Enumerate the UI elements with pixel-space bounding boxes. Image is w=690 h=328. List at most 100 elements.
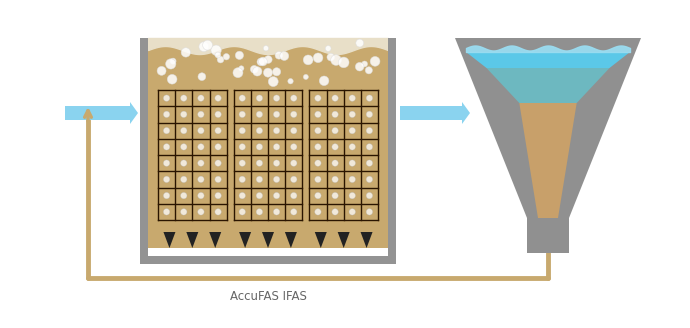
Circle shape bbox=[239, 127, 246, 134]
Polygon shape bbox=[466, 52, 630, 68]
Circle shape bbox=[215, 127, 221, 134]
Circle shape bbox=[349, 160, 355, 166]
Circle shape bbox=[290, 144, 297, 150]
Polygon shape bbox=[400, 102, 470, 124]
Polygon shape bbox=[315, 232, 327, 248]
Circle shape bbox=[315, 127, 321, 134]
Circle shape bbox=[181, 193, 187, 199]
Circle shape bbox=[198, 73, 206, 81]
Circle shape bbox=[239, 111, 246, 117]
Circle shape bbox=[303, 55, 313, 65]
Circle shape bbox=[198, 111, 204, 117]
Polygon shape bbox=[520, 103, 577, 218]
Circle shape bbox=[370, 56, 380, 66]
Circle shape bbox=[164, 160, 170, 166]
Text: AccuFAS IFAS: AccuFAS IFAS bbox=[230, 290, 306, 302]
Circle shape bbox=[313, 53, 323, 63]
Circle shape bbox=[366, 95, 373, 101]
Polygon shape bbox=[148, 38, 388, 248]
Circle shape bbox=[365, 67, 373, 74]
Circle shape bbox=[315, 176, 321, 183]
Circle shape bbox=[198, 193, 204, 199]
Circle shape bbox=[256, 176, 263, 183]
Circle shape bbox=[332, 193, 338, 199]
Circle shape bbox=[273, 68, 281, 76]
Circle shape bbox=[366, 144, 373, 150]
Circle shape bbox=[167, 74, 177, 84]
Circle shape bbox=[215, 95, 221, 101]
Circle shape bbox=[319, 76, 329, 86]
Polygon shape bbox=[388, 38, 396, 256]
Circle shape bbox=[332, 111, 338, 117]
Circle shape bbox=[349, 111, 355, 117]
Circle shape bbox=[250, 66, 258, 73]
Circle shape bbox=[290, 160, 297, 166]
Circle shape bbox=[256, 209, 263, 215]
Circle shape bbox=[338, 57, 349, 68]
Polygon shape bbox=[361, 232, 373, 248]
Circle shape bbox=[325, 46, 331, 51]
Circle shape bbox=[290, 95, 297, 101]
Circle shape bbox=[288, 78, 293, 84]
Circle shape bbox=[264, 56, 272, 63]
Circle shape bbox=[349, 193, 355, 199]
Circle shape bbox=[253, 67, 262, 76]
Circle shape bbox=[203, 40, 213, 50]
Circle shape bbox=[215, 52, 221, 58]
Circle shape bbox=[164, 95, 170, 101]
Circle shape bbox=[181, 111, 187, 117]
Circle shape bbox=[273, 193, 279, 199]
Circle shape bbox=[327, 53, 335, 61]
Circle shape bbox=[304, 74, 308, 79]
Polygon shape bbox=[65, 102, 138, 124]
Circle shape bbox=[264, 68, 273, 77]
Circle shape bbox=[332, 176, 338, 183]
Circle shape bbox=[290, 176, 297, 183]
Circle shape bbox=[256, 193, 263, 199]
Circle shape bbox=[181, 160, 187, 166]
Circle shape bbox=[264, 46, 268, 51]
Polygon shape bbox=[209, 232, 221, 248]
Circle shape bbox=[315, 144, 321, 150]
Circle shape bbox=[181, 176, 187, 183]
Circle shape bbox=[366, 209, 373, 215]
Circle shape bbox=[273, 160, 279, 166]
Circle shape bbox=[181, 209, 187, 215]
Circle shape bbox=[198, 176, 204, 183]
Circle shape bbox=[268, 77, 278, 87]
Circle shape bbox=[157, 66, 166, 75]
Circle shape bbox=[223, 53, 230, 60]
Circle shape bbox=[256, 160, 263, 166]
Circle shape bbox=[315, 209, 321, 215]
Circle shape bbox=[349, 209, 355, 215]
Polygon shape bbox=[262, 232, 274, 248]
Circle shape bbox=[181, 127, 187, 134]
Circle shape bbox=[170, 58, 176, 64]
Circle shape bbox=[164, 111, 170, 117]
Circle shape bbox=[215, 111, 221, 117]
Circle shape bbox=[366, 160, 373, 166]
Circle shape bbox=[233, 68, 243, 78]
Circle shape bbox=[198, 144, 204, 150]
Polygon shape bbox=[455, 38, 641, 253]
Circle shape bbox=[349, 144, 355, 150]
Circle shape bbox=[215, 193, 221, 199]
Polygon shape bbox=[337, 232, 350, 248]
Circle shape bbox=[257, 58, 264, 66]
Circle shape bbox=[315, 160, 321, 166]
Circle shape bbox=[315, 111, 321, 117]
Circle shape bbox=[198, 160, 204, 166]
Circle shape bbox=[366, 127, 373, 134]
Circle shape bbox=[332, 144, 338, 150]
Polygon shape bbox=[140, 256, 396, 264]
Circle shape bbox=[275, 51, 283, 59]
Polygon shape bbox=[140, 38, 148, 256]
Circle shape bbox=[290, 111, 297, 117]
Circle shape bbox=[239, 160, 246, 166]
Circle shape bbox=[164, 144, 170, 150]
Circle shape bbox=[239, 209, 246, 215]
Circle shape bbox=[273, 209, 279, 215]
Circle shape bbox=[239, 144, 246, 150]
Circle shape bbox=[181, 144, 187, 150]
Circle shape bbox=[349, 95, 355, 101]
